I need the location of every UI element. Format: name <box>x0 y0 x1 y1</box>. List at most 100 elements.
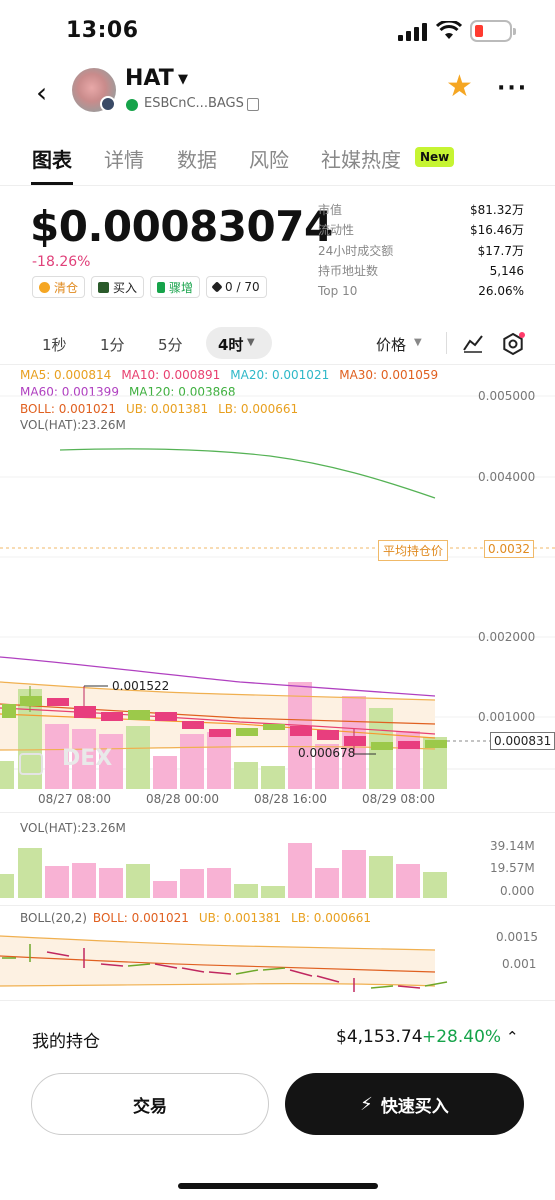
vol-bar <box>396 731 420 789</box>
candle <box>182 721 204 729</box>
vol-bar <box>45 724 69 789</box>
battery-icon <box>470 20 516 42</box>
my-holding-value: $4,153.74 <box>336 1027 423 1047</box>
ohlc-bar <box>370 985 394 989</box>
tab-risk[interactable]: 风险 <box>249 148 289 172</box>
vol-bar <box>18 848 42 898</box>
candle <box>20 696 42 706</box>
candle <box>398 741 420 749</box>
ohlc-bar <box>262 967 286 971</box>
boll-axis-label: 0.0015 <box>496 930 538 944</box>
vol-bar <box>342 850 366 898</box>
favorite-star-icon[interactable]: ★ <box>446 69 473 104</box>
candle <box>128 710 150 720</box>
timeframe-5m[interactable]: 5分 <box>158 336 183 354</box>
chevron-up-icon[interactable]: ⌃ <box>506 1028 519 1046</box>
timeframe-1s[interactable]: 1秒 <box>42 336 67 354</box>
my-holding-pct: +28.40% <box>422 1027 502 1047</box>
x-axis-label: 08/28 00:00 <box>146 792 219 806</box>
tab-details[interactable]: 详情 <box>104 148 144 172</box>
high-price-label: 0.001522 <box>112 679 170 693</box>
volume-chart[interactable] <box>0 838 470 902</box>
vol-bar <box>0 874 14 898</box>
boll-label: BOLL: 0.001021 <box>92 911 189 925</box>
timeframe-1m[interactable]: 1分 <box>100 336 125 354</box>
ohlc-bar <box>46 951 70 957</box>
avg-holding-label: 平均持仓价 <box>378 540 449 561</box>
chip-score[interactable]: 0 / 70 <box>206 276 267 298</box>
stat-row: 24小时成交额 $17.7万 <box>318 243 524 258</box>
indicator-icon[interactable] <box>462 333 484 353</box>
lb-label: LB: 0.000661 <box>218 402 299 416</box>
vol-bar <box>234 762 258 789</box>
stats-panel: 市值 $81.32万 流动性 $16.46万 24小时成交额 $17.7万 持币地址数… <box>318 199 524 302</box>
tab-data[interactable]: 数据 <box>177 148 217 172</box>
settings-icon[interactable] <box>501 332 525 356</box>
chip-label: 买入 <box>113 280 138 295</box>
candle <box>290 726 312 736</box>
price-change: -18.26% <box>32 254 91 270</box>
token-address: ESBCnC...BAGS <box>144 96 244 111</box>
token-name[interactable]: HAT <box>125 66 174 91</box>
stat-row: 持币地址数 5,146 <box>318 263 524 279</box>
boll-label: BOLL: 0.001021 <box>20 402 116 416</box>
ma5-label: MA5: 0.000814 <box>20 368 112 382</box>
back-icon[interactable]: ‹ <box>36 76 48 109</box>
vol-bar <box>99 734 123 789</box>
low-price-label: 0.000678 <box>298 746 356 760</box>
divider <box>0 905 555 906</box>
chip-surge[interactable]: 骤增 <box>150 276 201 298</box>
trade-button[interactable]: 交易 <box>31 1073 269 1135</box>
timeframe-4h[interactable]: 4时 <box>218 336 244 354</box>
price-select[interactable]: 价格 <box>376 336 407 354</box>
vol-bar <box>423 872 447 898</box>
candle <box>155 712 177 721</box>
vol-bar <box>315 868 339 898</box>
more-icon[interactable]: ··· <box>497 76 529 101</box>
price-dropdown-icon[interactable]: ▼ <box>414 337 422 348</box>
candle <box>2 704 16 718</box>
ma5-line <box>0 713 436 739</box>
candle <box>263 724 285 730</box>
divider <box>0 812 555 813</box>
divider <box>446 332 447 354</box>
avg-holding-value: 0.0032 <box>484 540 534 558</box>
ub-line <box>0 935 436 951</box>
ohlc-bar <box>397 985 421 989</box>
copy-icon[interactable] <box>247 98 259 111</box>
vol-bar <box>99 868 123 898</box>
vol-bar <box>261 886 285 898</box>
vol-bar <box>45 866 69 898</box>
timeframe-dropdown-icon[interactable]: ▼ <box>247 337 255 348</box>
watermark-logo-icon <box>19 753 43 775</box>
lb-label: LB: 0.000661 <box>291 911 372 925</box>
boll-chart[interactable] <box>0 928 470 994</box>
vol-bar <box>396 864 420 898</box>
vol-bar <box>0 761 14 789</box>
vol-bar <box>207 868 231 898</box>
tab-social[interactable]: 社媒热度 <box>321 148 401 172</box>
home-indicator <box>178 1183 378 1189</box>
x-axis-label: 08/29 08:00 <box>362 792 435 806</box>
x-axis-label: 08/27 08:00 <box>38 792 111 806</box>
y-axis-label: 0.001000 <box>478 710 536 724</box>
tab-chart[interactable]: 图表 <box>32 148 72 172</box>
token-dropdown-icon[interactable]: ▼ <box>178 72 188 87</box>
ma120-line <box>59 448 436 499</box>
candlestick-chart[interactable] <box>0 364 555 792</box>
ma10-line <box>0 707 436 735</box>
candle <box>317 730 339 740</box>
boll-band-fill <box>0 936 435 986</box>
watermark-text: DEX <box>62 746 113 771</box>
chip-clear[interactable]: 清仓 <box>32 276 86 298</box>
candle <box>101 712 123 721</box>
boll-axis-label: 0.001 <box>502 957 537 971</box>
wifi-icon <box>436 21 462 39</box>
chip-buy[interactable]: 买入 <box>91 276 145 298</box>
vol-bar <box>180 869 204 898</box>
vol-bar <box>153 756 177 789</box>
ma10-label: MA10: 0.000891 <box>121 368 221 382</box>
vol-bar <box>315 744 339 789</box>
quick-buy-button[interactable]: ⚡︎ 快速买入 <box>285 1073 524 1135</box>
vol-bar <box>288 843 312 898</box>
